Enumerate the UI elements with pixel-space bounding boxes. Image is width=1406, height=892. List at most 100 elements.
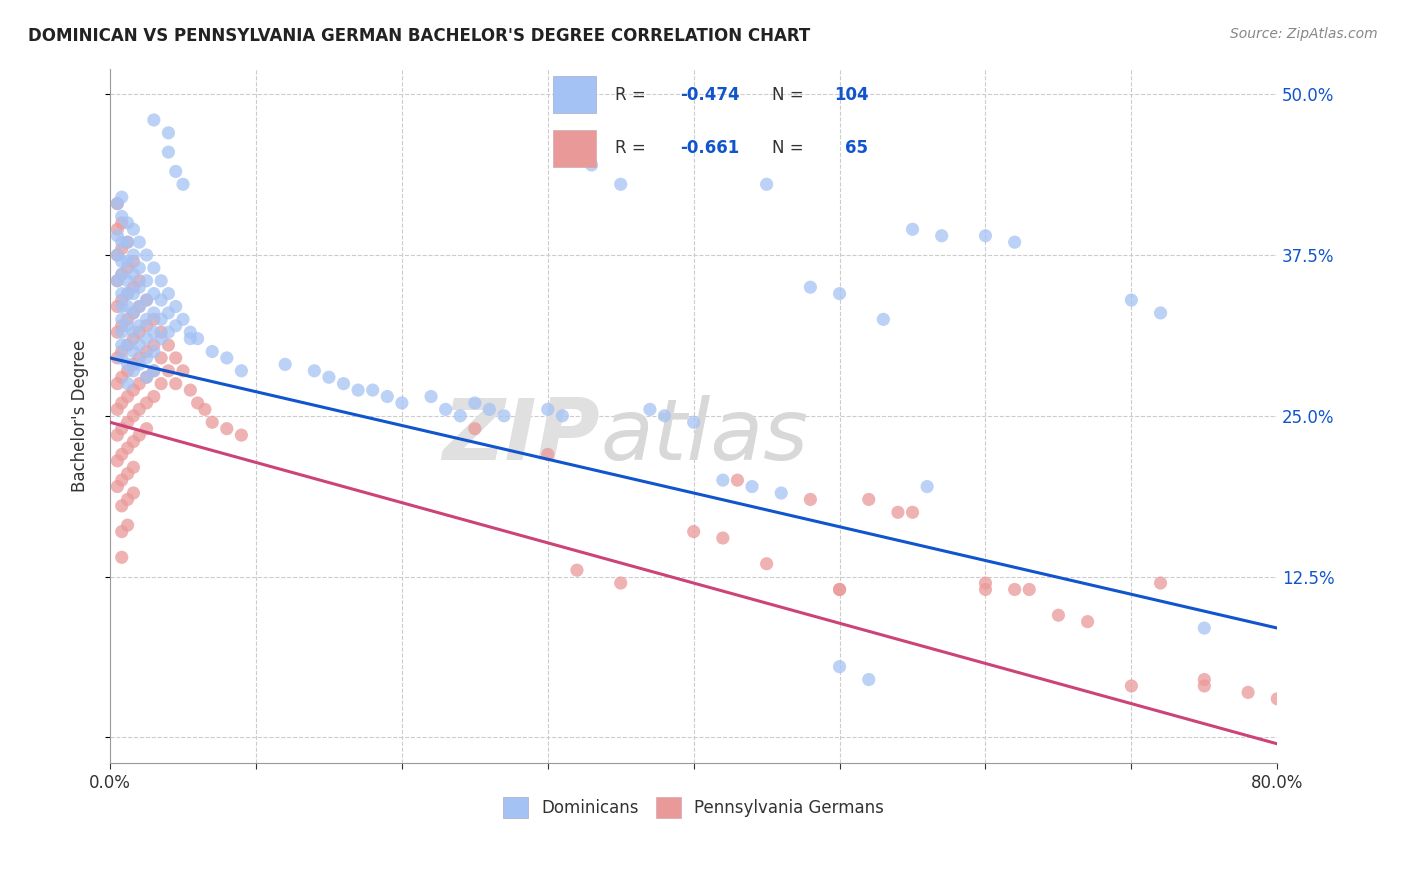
Point xyxy=(122,332,145,346)
Point xyxy=(111,447,134,461)
Point xyxy=(799,492,821,507)
Point xyxy=(105,196,128,211)
Point xyxy=(128,338,150,352)
Point xyxy=(135,318,157,333)
Point xyxy=(122,357,145,371)
Text: -0.661: -0.661 xyxy=(681,139,740,157)
Point xyxy=(117,518,139,533)
Point xyxy=(165,351,187,365)
Point xyxy=(974,228,997,243)
Point xyxy=(142,112,165,127)
Y-axis label: Bachelor's Degree: Bachelor's Degree xyxy=(72,340,89,492)
Point xyxy=(122,364,145,378)
Text: R =: R = xyxy=(614,86,651,103)
Point xyxy=(464,396,486,410)
Point xyxy=(165,164,187,178)
Point xyxy=(682,524,704,539)
Legend: Dominicans, Pennsylvania Germans: Dominicans, Pennsylvania Germans xyxy=(496,790,890,824)
Point xyxy=(150,351,173,365)
Point xyxy=(128,260,150,275)
Text: 65: 65 xyxy=(845,139,868,157)
Point xyxy=(128,300,150,314)
Point xyxy=(128,402,150,417)
Point xyxy=(111,338,134,352)
Point xyxy=(142,344,165,359)
Point xyxy=(150,312,173,326)
Text: R =: R = xyxy=(614,139,651,157)
Point xyxy=(157,338,180,352)
Point xyxy=(172,312,194,326)
Point xyxy=(135,351,157,365)
Point xyxy=(537,447,560,461)
Point xyxy=(1018,582,1040,597)
Point xyxy=(128,300,150,314)
Point xyxy=(142,390,165,404)
Point xyxy=(122,460,145,475)
Point xyxy=(117,254,139,268)
Point xyxy=(974,582,997,597)
Point xyxy=(711,531,734,545)
Point xyxy=(135,370,157,384)
Point xyxy=(111,499,134,513)
Point xyxy=(434,402,457,417)
Point xyxy=(135,293,157,307)
Point xyxy=(150,274,173,288)
Point xyxy=(231,364,253,378)
Point xyxy=(157,306,180,320)
Point xyxy=(1194,679,1216,693)
Point xyxy=(215,351,238,365)
Point xyxy=(111,235,134,249)
Point xyxy=(135,344,157,359)
Text: 104: 104 xyxy=(834,86,869,103)
Point xyxy=(135,370,157,384)
Point xyxy=(165,318,187,333)
Point xyxy=(111,268,134,282)
Point xyxy=(111,210,134,224)
Point xyxy=(111,286,134,301)
Point xyxy=(858,492,880,507)
Point xyxy=(828,659,851,673)
Point xyxy=(361,383,384,397)
Point xyxy=(105,376,128,391)
Point xyxy=(105,402,128,417)
Point xyxy=(117,338,139,352)
Point xyxy=(347,383,370,397)
Point xyxy=(142,312,165,326)
Text: atlas: atlas xyxy=(600,395,808,478)
Point xyxy=(117,274,139,288)
Point xyxy=(1237,685,1260,699)
Point xyxy=(128,280,150,294)
Point xyxy=(135,248,157,262)
Point xyxy=(142,364,165,378)
Point xyxy=(142,364,165,378)
Point xyxy=(142,338,165,352)
Point xyxy=(122,344,145,359)
Point xyxy=(638,402,661,417)
Point xyxy=(105,248,128,262)
Point xyxy=(1077,615,1099,629)
Point xyxy=(1121,293,1143,307)
Point xyxy=(931,228,953,243)
Point xyxy=(128,325,150,339)
Point xyxy=(128,351,150,365)
Point xyxy=(215,422,238,436)
Point xyxy=(157,126,180,140)
Point xyxy=(117,286,139,301)
Point xyxy=(142,286,165,301)
Point xyxy=(201,415,224,429)
Point xyxy=(609,178,631,192)
Point xyxy=(111,242,134,256)
Point xyxy=(117,235,139,249)
Point xyxy=(179,332,201,346)
Point xyxy=(1194,621,1216,635)
Point xyxy=(122,383,145,397)
Point xyxy=(105,274,128,288)
Point xyxy=(111,550,134,565)
Point xyxy=(117,318,139,333)
Point xyxy=(187,332,209,346)
Point xyxy=(105,300,128,314)
Point xyxy=(274,357,297,371)
Point xyxy=(492,409,515,423)
Point xyxy=(128,357,150,371)
Point xyxy=(887,505,910,519)
